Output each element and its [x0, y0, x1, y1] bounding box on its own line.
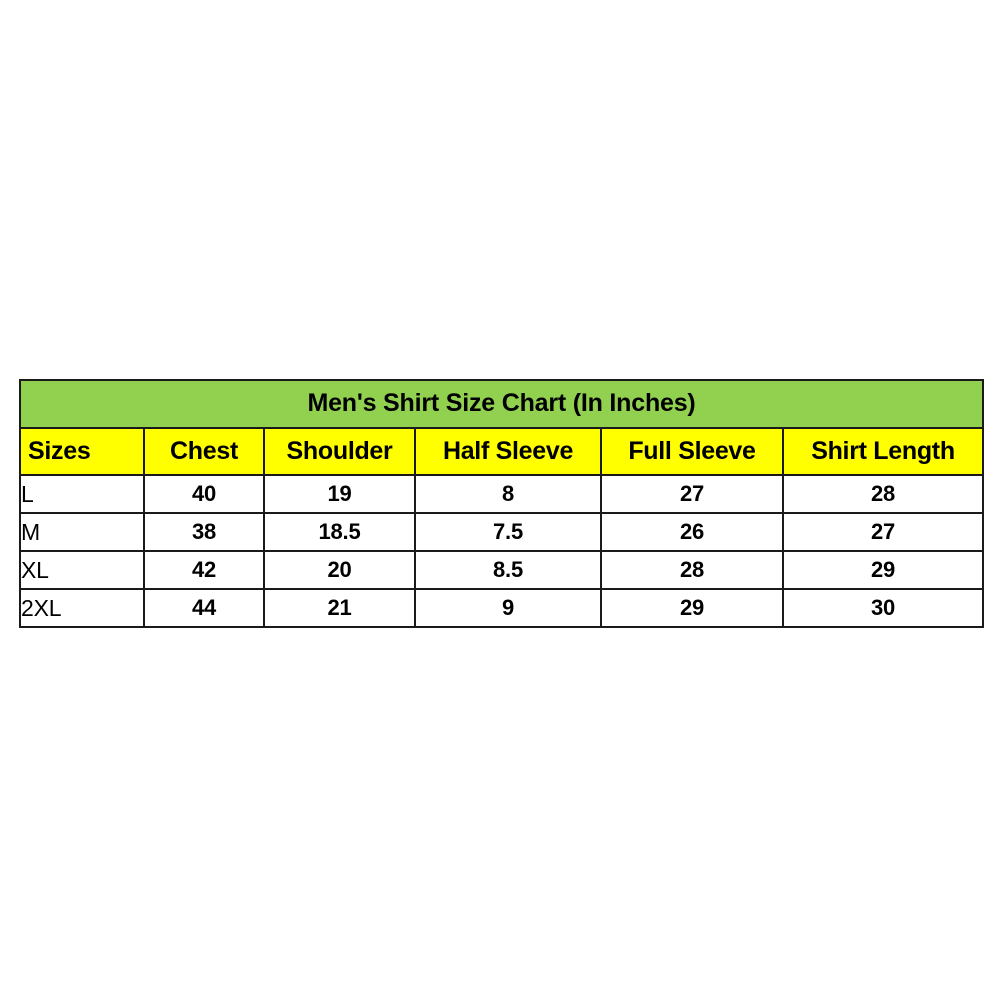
cell-size: M — [19, 512, 145, 552]
cell-size: XL — [19, 550, 145, 590]
table-row: L 40 19 8 27 28 — [19, 474, 985, 514]
cell-shirt-length: 29 — [781, 550, 985, 590]
cell-chest: 42 — [143, 550, 265, 590]
size-chart-container: Men's Shirt Size Chart (In Inches) Sizes… — [18, 379, 985, 628]
cell-shoulder: 20 — [263, 550, 416, 590]
cell-shirt-length: 30 — [781, 588, 985, 628]
chart-title: Men's Shirt Size Chart (In Inches) — [18, 379, 985, 429]
table-row: XL 42 20 8.5 28 29 — [19, 550, 985, 590]
size-chart-table: Men's Shirt Size Chart (In Inches) Sizes… — [18, 379, 985, 628]
column-header-shoulder: Shoulder — [263, 427, 416, 476]
column-header-shirt-length: Shirt Length — [781, 427, 985, 476]
cell-full-sleeve: 26 — [600, 512, 784, 552]
cell-shirt-length: 28 — [781, 474, 985, 514]
chart-title-row: Men's Shirt Size Chart (In Inches) — [18, 379, 985, 429]
cell-size: 2XL — [19, 588, 145, 628]
column-header-chest: Chest — [143, 427, 265, 476]
cell-full-sleeve: 29 — [600, 588, 784, 628]
cell-shoulder: 19 — [263, 474, 416, 514]
table-row: M 38 18.5 7.5 26 27 — [19, 512, 985, 552]
table-row: 2XL 44 21 9 29 30 — [19, 588, 985, 628]
column-header-half-sleeve: Half Sleeve — [414, 427, 602, 476]
column-header-full-sleeve: Full Sleeve — [600, 427, 784, 476]
cell-shirt-length: 27 — [781, 512, 985, 552]
cell-chest: 44 — [143, 588, 265, 628]
cell-full-sleeve: 28 — [600, 550, 784, 590]
cell-chest: 40 — [143, 474, 265, 514]
column-header-sizes: Sizes — [19, 427, 145, 476]
cell-half-sleeve: 8 — [414, 474, 602, 514]
cell-half-sleeve: 7.5 — [414, 512, 602, 552]
cell-shoulder: 18.5 — [263, 512, 416, 552]
cell-half-sleeve: 9 — [414, 588, 602, 628]
cell-half-sleeve: 8.5 — [414, 550, 602, 590]
cell-shoulder: 21 — [263, 588, 416, 628]
cell-chest: 38 — [143, 512, 265, 552]
cell-full-sleeve: 27 — [600, 474, 784, 514]
cell-size: L — [19, 474, 145, 514]
column-header-row: Sizes Chest Shoulder Half Sleeve Full Sl… — [19, 427, 985, 476]
